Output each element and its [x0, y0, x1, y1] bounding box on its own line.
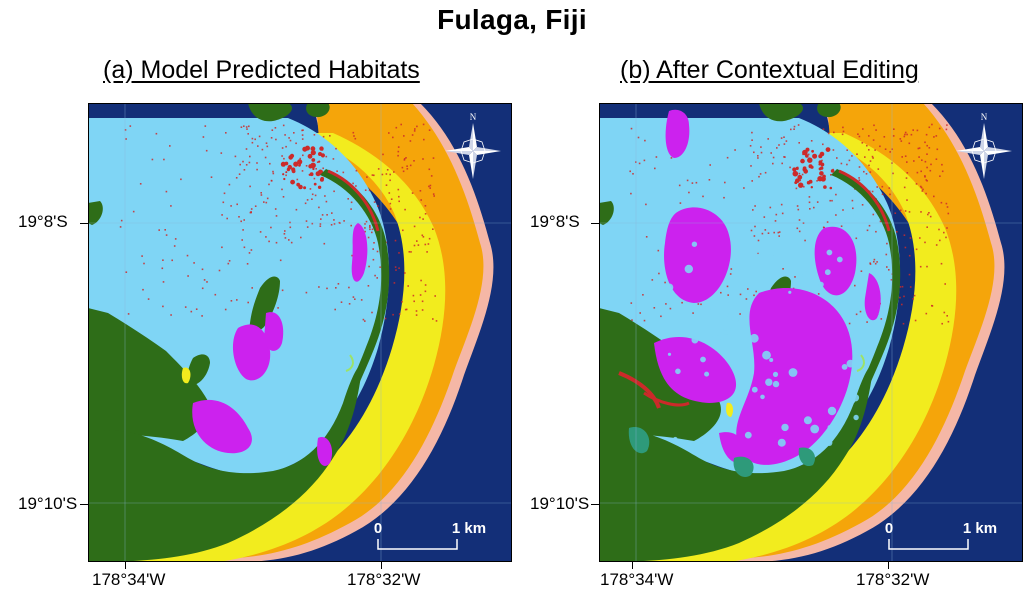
map-panel-a: N 0 1 km [88, 103, 512, 562]
seagrass-areas [654, 109, 881, 465]
scale-end-label: 1 km [963, 520, 997, 537]
scale-bar: 0 1 km [374, 520, 486, 550]
lat-tick [80, 504, 88, 505]
islet [248, 103, 293, 122]
reef-flat [629, 133, 957, 562]
graticule [599, 103, 1023, 562]
algae-areas [628, 427, 816, 478]
coral-patches [629, 123, 950, 325]
seagrass-areas [192, 223, 368, 466]
scale-start-label: 0 [374, 520, 382, 537]
panel-b-title: (b) After Contextual Editing [620, 56, 919, 84]
islet [599, 201, 614, 225]
north-label: N [981, 112, 988, 122]
north-arrow-icon: N [956, 112, 1012, 179]
islet [88, 201, 103, 225]
lon-tick [632, 562, 633, 569]
lat-label-a-1: 19°8'S [18, 212, 68, 231]
islet [759, 103, 804, 122]
islet [249, 276, 280, 332]
scale-end-label: 1 km [452, 520, 486, 537]
island-land [88, 361, 363, 562]
scale-start-label: 0 [885, 520, 893, 537]
arch-rim [320, 169, 390, 405]
lat-label-b-1: 19°8'S [530, 212, 580, 231]
north-label: N [470, 112, 477, 122]
habitat-map-svg: N 0 1 km [599, 103, 1023, 562]
lat-tick [591, 504, 599, 505]
figure-title: Fulaga, Fiji [437, 4, 587, 35]
reef-flat [118, 133, 446, 562]
panel-a-title: (a) Model Predicted Habitats [103, 56, 420, 84]
graticule [88, 103, 512, 562]
island-land [88, 308, 210, 441]
north-arrow-icon: N [445, 112, 501, 179]
island-land [599, 308, 721, 441]
map-panel-b: N 0 1 km [599, 103, 1023, 562]
lon-label-b-2: 178°32'W [856, 570, 930, 589]
lat-label-a-2: 19°10'S [18, 494, 78, 513]
lat-tick [591, 223, 599, 224]
islet [187, 354, 210, 385]
lon-label-b-1: 178°34'W [600, 570, 674, 589]
lat-label-b-2: 19°10'S [530, 494, 590, 513]
arch-rim [831, 169, 901, 405]
lon-tick [381, 562, 382, 569]
lon-label-a-2: 178°32'W [347, 570, 421, 589]
lat-tick [80, 223, 88, 224]
scale-bar: 0 1 km [885, 520, 997, 550]
island-land [599, 361, 874, 562]
lon-tick [125, 562, 126, 569]
islet [306, 103, 330, 118]
lon-label-a-1: 178°34'W [92, 570, 166, 589]
lon-tick [888, 562, 889, 569]
islet [817, 103, 841, 118]
coral-patches [119, 123, 438, 322]
habitat-map-svg: N 0 1 km [88, 103, 512, 562]
